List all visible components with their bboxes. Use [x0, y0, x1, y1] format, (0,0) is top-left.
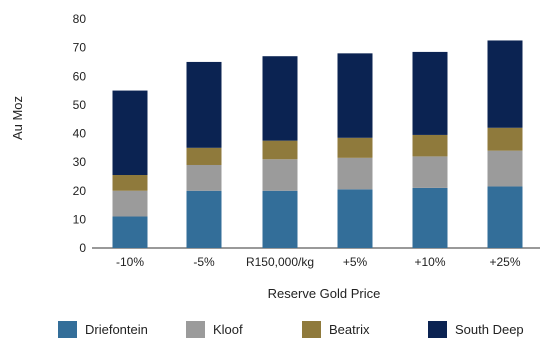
- bar-segment: [337, 137, 373, 158]
- y-tick-label: 60: [73, 69, 87, 83]
- y-tick-label: 50: [73, 98, 87, 112]
- bar-segment: [112, 90, 148, 176]
- bar-segment: [412, 187, 448, 248]
- y-tick-label: 30: [73, 155, 87, 169]
- bar-segment: [337, 53, 373, 138]
- y-tick-label: 20: [73, 184, 87, 198]
- legend-label: Beatrix: [329, 322, 370, 337]
- bar-segment: [186, 164, 222, 191]
- bar-segment: [262, 140, 298, 160]
- legend-swatch: [58, 321, 77, 338]
- bar-segment: [186, 190, 222, 248]
- bars: [112, 40, 523, 248]
- bar-segment: [412, 134, 448, 157]
- bar-segment: [112, 190, 148, 217]
- x-tick-label: R150,000/kg: [246, 255, 314, 269]
- bar-segment: [262, 190, 298, 248]
- y-tick-label: 10: [73, 212, 87, 226]
- bar-segment: [112, 216, 148, 248]
- bar-segment: [186, 147, 222, 165]
- x-tick-label: +25%: [489, 255, 520, 269]
- bar-segment: [262, 56, 298, 141]
- y-axis-ticks: 0 10 20 30 40 50 60 70 80: [73, 12, 87, 255]
- x-tick-label: +5%: [343, 255, 368, 269]
- bar-segment: [487, 127, 523, 151]
- legend-swatch: [302, 321, 321, 338]
- bar-segment: [337, 157, 373, 190]
- y-tick-label: 80: [73, 12, 87, 26]
- x-axis-label: Reserve Gold Price: [268, 286, 381, 301]
- bar-segment: [412, 156, 448, 188]
- legend-label: Kloof: [213, 322, 243, 337]
- y-tick-label: 0: [79, 241, 86, 255]
- bar-segment: [262, 159, 298, 191]
- bar-segment: [487, 186, 523, 248]
- x-tick-label: -10%: [116, 255, 144, 269]
- y-axis-label: Au Moz: [10, 96, 25, 140]
- x-tick-label: +10%: [414, 255, 445, 269]
- bar-segment: [186, 61, 222, 148]
- legend-label: South Deep: [455, 322, 524, 337]
- bar-segment: [487, 150, 523, 187]
- x-axis-ticks: -10% -5% R150,000/kg +5% +10% +25%: [116, 255, 521, 269]
- legend-swatch: [186, 321, 205, 338]
- x-tick-label: -5%: [193, 255, 215, 269]
- legend-swatch: [428, 321, 447, 338]
- bar-segment: [112, 175, 148, 191]
- bar-segment: [487, 40, 523, 128]
- y-tick-label: 40: [73, 127, 87, 141]
- y-tick-label: 70: [73, 41, 87, 55]
- bar-segment: [412, 51, 448, 135]
- legend-label: Driefontein: [85, 322, 148, 337]
- bar-segment: [337, 189, 373, 248]
- legend: Driefontein Kloof Beatrix South Deep: [58, 321, 524, 338]
